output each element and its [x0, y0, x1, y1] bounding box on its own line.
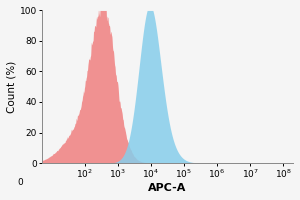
Y-axis label: Count (%): Count (%): [7, 61, 17, 113]
Text: 0: 0: [18, 178, 23, 187]
X-axis label: APC-A: APC-A: [148, 183, 187, 193]
